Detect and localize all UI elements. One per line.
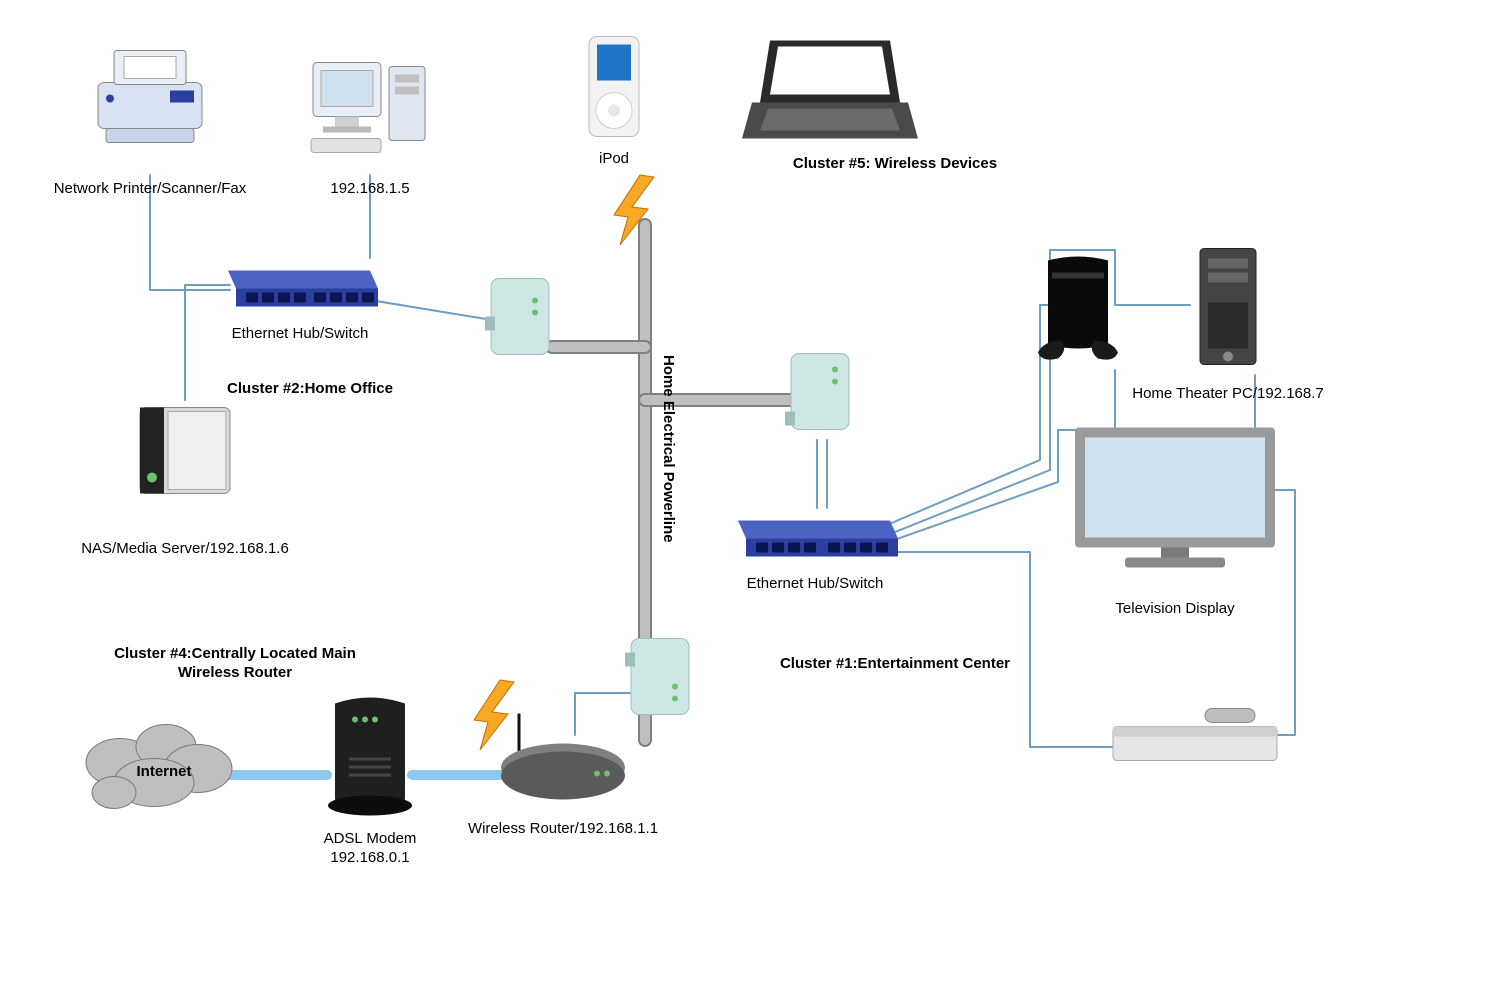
htpc-label: Home Theater PC/192.168.7 [1132, 385, 1324, 404]
ipod-icon [579, 33, 649, 148]
desktop-pc-icon [305, 53, 435, 168]
powerline-adapter-bottom-icon [625, 633, 695, 728]
powerline-adapter-left-icon [485, 273, 555, 368]
tv-label: Television Display [1115, 600, 1234, 619]
cluster5-label: Cluster #5: Wireless Devices [793, 155, 997, 174]
settop-box-icon [1105, 703, 1285, 778]
backbone-label: Home Electrical Powerline [660, 355, 677, 543]
cluster2-label: Cluster #2:Home Office [227, 380, 393, 399]
adsl-modem-icon [315, 688, 425, 823]
switch1-label: Ethernet Hub/Switch [747, 575, 884, 594]
switch2-label: Ethernet Hub/Switch [232, 325, 369, 344]
htpc-icon [1188, 243, 1268, 378]
laptop-icon [740, 33, 920, 158]
nas-label: NAS/Media Server/192.168.1.6 [81, 540, 289, 559]
cluster4-label: Cluster #4:Centrally Located Main Wirele… [114, 645, 356, 683]
game-console-icon [1028, 253, 1128, 378]
wireless-router-icon [493, 708, 633, 813]
internet-label: Internet [136, 763, 191, 782]
printer-icon [80, 43, 220, 158]
printer-label: Network Printer/Scanner/Fax [54, 180, 247, 199]
nas-icon [120, 398, 250, 513]
diagram-canvas: Home Electrical Powerline Network Printe… [0, 0, 1500, 1000]
cluster1-label: Cluster #1:Entertainment Center [780, 655, 1010, 674]
powerline-adapter-right-icon [785, 348, 855, 443]
ipod-label: iPod [599, 150, 629, 169]
television-icon [1065, 418, 1285, 583]
switch2-icon [220, 253, 380, 318]
adsl-modem-label: ADSL Modem 192.168.0.1 [324, 830, 417, 868]
desktop-label: 192.168.1.5 [330, 180, 409, 199]
wireless-router-label: Wireless Router/192.168.1.1 [468, 820, 658, 839]
switch1-icon [730, 503, 900, 568]
